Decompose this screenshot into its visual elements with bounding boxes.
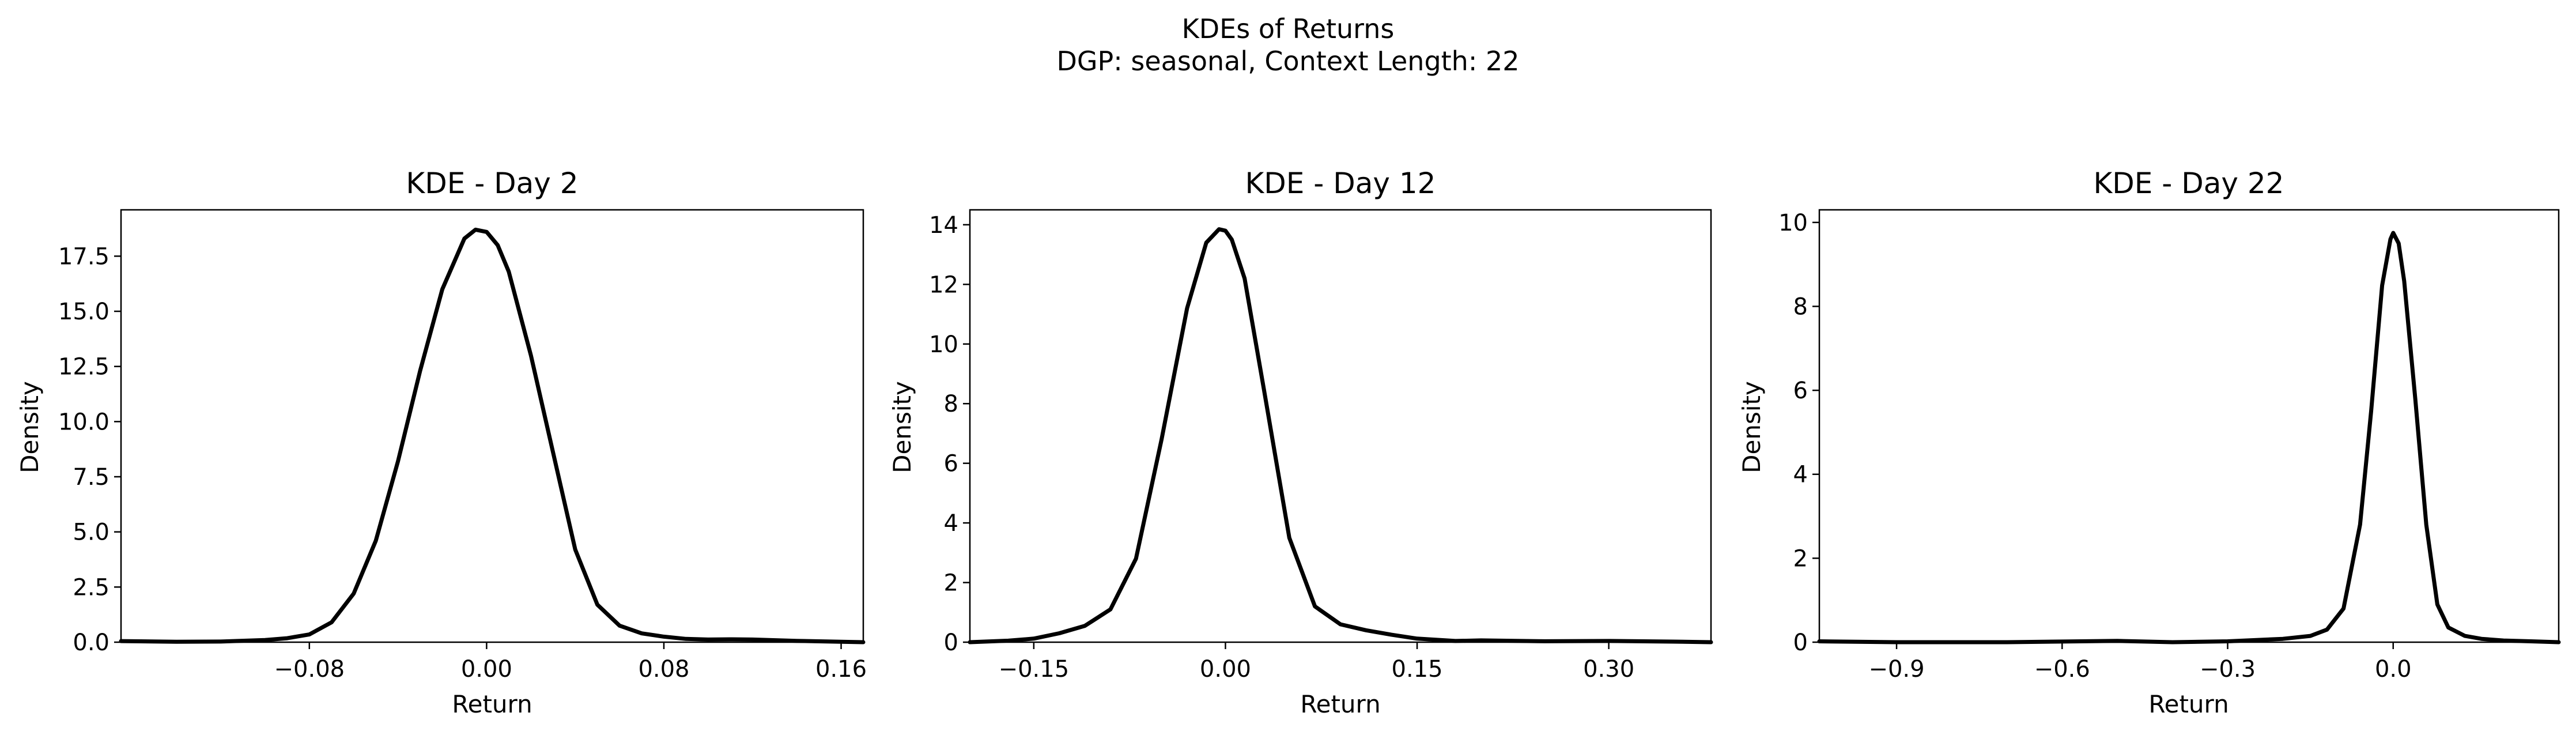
y-tick-label: 4 — [944, 510, 958, 537]
kde-line-0 — [968, 227, 1713, 644]
y-tick-label: 14 — [929, 212, 958, 239]
y-tick-label: 6 — [944, 451, 958, 477]
x-tick-label: −0.15 — [999, 656, 1070, 683]
y-axis-label: Density — [888, 381, 916, 473]
y-tick-label: 10 — [929, 331, 958, 358]
axes-frame — [1818, 209, 2560, 643]
x-tick-label: −0.08 — [274, 656, 345, 683]
y-tick-label: 0.0 — [73, 630, 109, 656]
x-axis-label: Return — [1300, 690, 1380, 718]
y-tick-label: 2.5 — [73, 574, 109, 601]
x-axis-label: Return — [452, 690, 532, 718]
y-tick-label: 10 — [1778, 210, 1808, 236]
x-tick-label: −0.3 — [2200, 656, 2256, 683]
y-tick-label: 2 — [944, 570, 958, 597]
y-tick-label: 12 — [929, 272, 958, 298]
panel-title: KDE - Day 12 — [1245, 167, 1436, 200]
y-tick-label: 4 — [1793, 462, 1808, 488]
axes-frame — [969, 209, 1712, 643]
x-tick-label: 0.08 — [638, 656, 689, 683]
x-tick-label: 0.30 — [1583, 656, 1634, 683]
y-tick-label: 6 — [1793, 378, 1808, 404]
y-axis-label: Density — [1738, 381, 1766, 473]
x-axis-label: Return — [2148, 690, 2228, 718]
x-tick-label: 0.0 — [2375, 656, 2412, 683]
y-tick-label: 15.0 — [58, 299, 109, 325]
figure-subtitle: DGP: seasonal, Context Length: 22 — [1056, 46, 1519, 77]
axes-frame — [120, 209, 864, 643]
panel-day-2: KDE - Day 2 Return Density −0.08 0.00 0.08… — [16, 167, 867, 718]
y-tick-label: 0 — [1793, 630, 1808, 656]
y-tick-label: 8 — [1793, 293, 1808, 320]
y-tick-label: 17.5 — [58, 243, 109, 270]
kde-line-0 — [1817, 231, 2561, 644]
x-tick-label: 0.00 — [461, 656, 512, 683]
panel-day-22: KDE - Day 22 Return Density −0.9 −0.6 −0.3… — [1738, 167, 2561, 718]
y-tick-label: 10.0 — [58, 409, 109, 435]
x-tick-label: −0.6 — [2034, 656, 2090, 683]
y-axis-label: Density — [16, 381, 44, 473]
panel-day-12: KDE - Day 12 Return Density −0.15 0.00 0.1… — [888, 167, 1713, 718]
panel-title: KDE - Day 2 — [406, 167, 578, 200]
x-tick-label: 0.16 — [815, 656, 867, 683]
y-tick-label: 0 — [944, 630, 958, 656]
panel-title: KDE - Day 22 — [2094, 167, 2284, 200]
x-tick-label: −0.9 — [1868, 656, 1924, 683]
figure-title: KDEs of Returns — [1182, 13, 1395, 44]
y-tick-label: 2 — [1793, 545, 1808, 572]
x-tick-label: 0.15 — [1392, 656, 1443, 683]
kde-line-0 — [119, 227, 866, 644]
y-tick-label: 12.5 — [58, 354, 109, 380]
y-tick-label: 7.5 — [73, 464, 109, 491]
y-tick-label: 5.0 — [73, 519, 109, 546]
x-tick-label: 0.00 — [1200, 656, 1251, 683]
y-tick-label: 8 — [944, 391, 958, 417]
